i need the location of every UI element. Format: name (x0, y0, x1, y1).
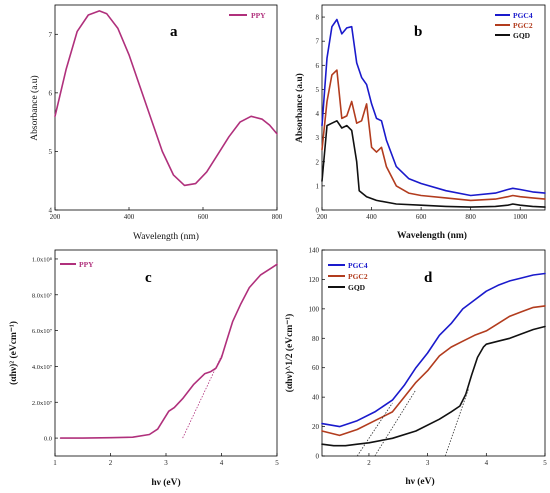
panel-c-ytick-label: 0.0 (44, 436, 52, 443)
panel-a-ytick-label: 7 (49, 31, 53, 39)
panel-c-xtick-label: 5 (275, 459, 279, 467)
panel-c-xtick-label: 3 (164, 459, 168, 467)
panel-d-ytick-label: 60 (312, 364, 320, 372)
panel-c-ytick-label: 6.0x10⁷ (32, 328, 52, 335)
panel-b-ytick-label: 1 (316, 182, 320, 190)
legend-label-pgc2-b: PGC2 (513, 21, 533, 30)
panel-d-ytick-label: 120 (309, 276, 320, 284)
panel-d-ytick-label: 20 (312, 423, 320, 431)
panel-d-frame (321, 249, 546, 457)
panel-a-letter: a (170, 24, 178, 40)
legend-label-ppy-c: PPY (79, 260, 94, 269)
panel-d-xlabel: hν (eV) (405, 476, 434, 487)
panel-c-ytick-label: 2.0x10⁷ (32, 400, 52, 407)
panel-b-ylabel: Absorbance (a.u) (294, 73, 305, 143)
panel-d-ylabel: (αhν)^1/2 (eVcm⁻¹) (284, 314, 295, 393)
panel-a-ticks: 200 400 600 800 4 5 6 7 (49, 31, 283, 221)
panel-c-ytick-label: 4.0x10⁷ (32, 364, 52, 371)
panel-d-xtick-label: 5 (543, 459, 547, 467)
panel-b-ticks: 200 400 600 800 1000 0 1 2 3 4 5 6 7 8 (316, 14, 528, 221)
panel-c-letter: c (145, 270, 152, 286)
panel-b-ytick-label: 8 (316, 14, 320, 22)
panel-b-ytick-label: 5 (316, 86, 320, 94)
panel-d-ytick-label: 140 (309, 247, 320, 255)
panel-d-letter: d (424, 270, 433, 286)
legend-label-ppy-a: PPY (251, 11, 266, 20)
panel-b-xlabel: Wavelength (nm) (397, 230, 467, 241)
legend-label-gqd-b: GQD (513, 31, 531, 40)
panel-b-ytick-label: 7 (316, 38, 320, 46)
panel-a-ytick-label: 5 (49, 148, 53, 156)
series-line-gqd-d (321, 325, 546, 447)
tangent-line-d-1 (374, 389, 417, 457)
legend-label-gqd-d: GQD (348, 283, 366, 292)
panel-b-ytick-label: 6 (316, 62, 320, 70)
panel-d-ytick-label: 40 (312, 394, 320, 402)
panel-b-xtick-label: 200 (317, 213, 328, 221)
panel-b-xtick-label: 600 (416, 213, 427, 221)
panel-c-xtick-label: 4 (220, 459, 224, 467)
panel-c-ticks: 1 2 3 4 5 0.0 2.0x10⁷ 4.0x10⁷ 6.0x10⁷ 8.0x10⁷ 1.0x… (32, 256, 279, 467)
panel-a-xtick-label: 800 (272, 213, 283, 221)
panel-b-ytick-label: 0 (316, 207, 320, 215)
panel-a-xtick-label: 200 (50, 213, 61, 221)
panel-c-xlabel: hν (eV) (151, 477, 180, 488)
legend-label-pgc4-d: PGC4 (348, 261, 368, 270)
panel-b-frame (321, 4, 546, 211)
panel-c-ylabel: (αhν)² (eVcm⁻¹) (8, 321, 19, 385)
tangent-line-d-2 (444, 388, 470, 457)
panel-b-ytick-label: 2 (316, 158, 320, 166)
panel-c: c 1 2 3 4 5 0.0 2.0x10⁷ 4.0x10⁷ 6.0x10⁷ 8.0x10⁷ 1.… (8, 249, 279, 488)
legend-label-pgc4-b: PGC4 (513, 11, 533, 20)
legend-label-pgc2-d: PGC2 (348, 272, 368, 281)
panel-d-xtick-label: 4 (485, 459, 489, 467)
series-line-pgc4-d (321, 272, 546, 428)
panel-d-legend: PGC4 PGC2 GQD (328, 261, 368, 292)
panel-b-ytick-label: 4 (316, 110, 320, 118)
panel-a-ylabel: Absorbance (a.u) (29, 75, 40, 140)
panel-a-xtick-label: 600 (198, 213, 209, 221)
panel-a-legend: PPY (229, 11, 266, 20)
panel-c-legend: PPY (60, 260, 94, 269)
panel-c-ytick-label: 8.0x10⁷ (32, 292, 52, 299)
tangent-line-c-0 (182, 355, 222, 439)
series-line-ppy-a (54, 10, 278, 187)
panel-d-xtick-label: 3 (426, 459, 430, 467)
panel-b-legend: PGC4 PGC2 GQD (495, 11, 533, 40)
panel-d-ticks: 2 3 4 5 0 20 40 60 80 100 120 140 (309, 247, 548, 468)
panel-b-ytick-label: 3 (316, 134, 320, 142)
panel-b-xtick-label: 400 (366, 213, 377, 221)
panel-c-xtick-label: 2 (109, 459, 113, 467)
panel-d-ytick-label: 0 (316, 453, 320, 461)
series-line-pgc4-b (321, 18, 546, 197)
panel-c-xtick-label: 1 (53, 459, 57, 467)
panel-b-series (321, 18, 546, 208)
panel-b-xtick-label: 800 (465, 213, 476, 221)
panel-a-xlabel: Wavelength (nm) (133, 231, 199, 242)
panel-a: a 200 400 600 800 4 5 6 7 Wavelength (nm) Absor… (29, 4, 283, 242)
series-line-pgc2-b (321, 69, 546, 202)
panel-a-series (54, 10, 278, 187)
series-line-ppy-c (59, 263, 278, 439)
panel-a-ytick-label: 6 (49, 89, 53, 97)
series-line-gqd-b (321, 120, 546, 208)
panel-a-xtick-label: 400 (124, 213, 135, 221)
panel-d: d 2 3 4 5 0 20 40 60 80 100 120 140 hν (eV) (αhν)^1… (284, 247, 547, 488)
series-line-pgc2-d (321, 305, 546, 437)
panel-b: b 200 400 600 800 1000 0 1 2 3 4 5 6 7 8 Wavelength (… (294, 4, 546, 241)
panel-c-frame (54, 249, 278, 457)
panel-d-series (321, 272, 546, 457)
panel-d-xtick-label: 2 (367, 459, 371, 467)
panel-c-series (59, 263, 278, 439)
panel-d-ytick-label: 100 (309, 305, 320, 313)
panel-b-xtick-label: 1000 (513, 213, 528, 221)
panel-a-ytick-label: 4 (49, 207, 53, 215)
panel-d-ytick-label: 80 (312, 335, 320, 343)
panel-b-letter: b (414, 24, 422, 40)
panel-c-ytick-label: 1.0x10⁸ (32, 256, 53, 263)
panel-a-frame (54, 4, 278, 211)
